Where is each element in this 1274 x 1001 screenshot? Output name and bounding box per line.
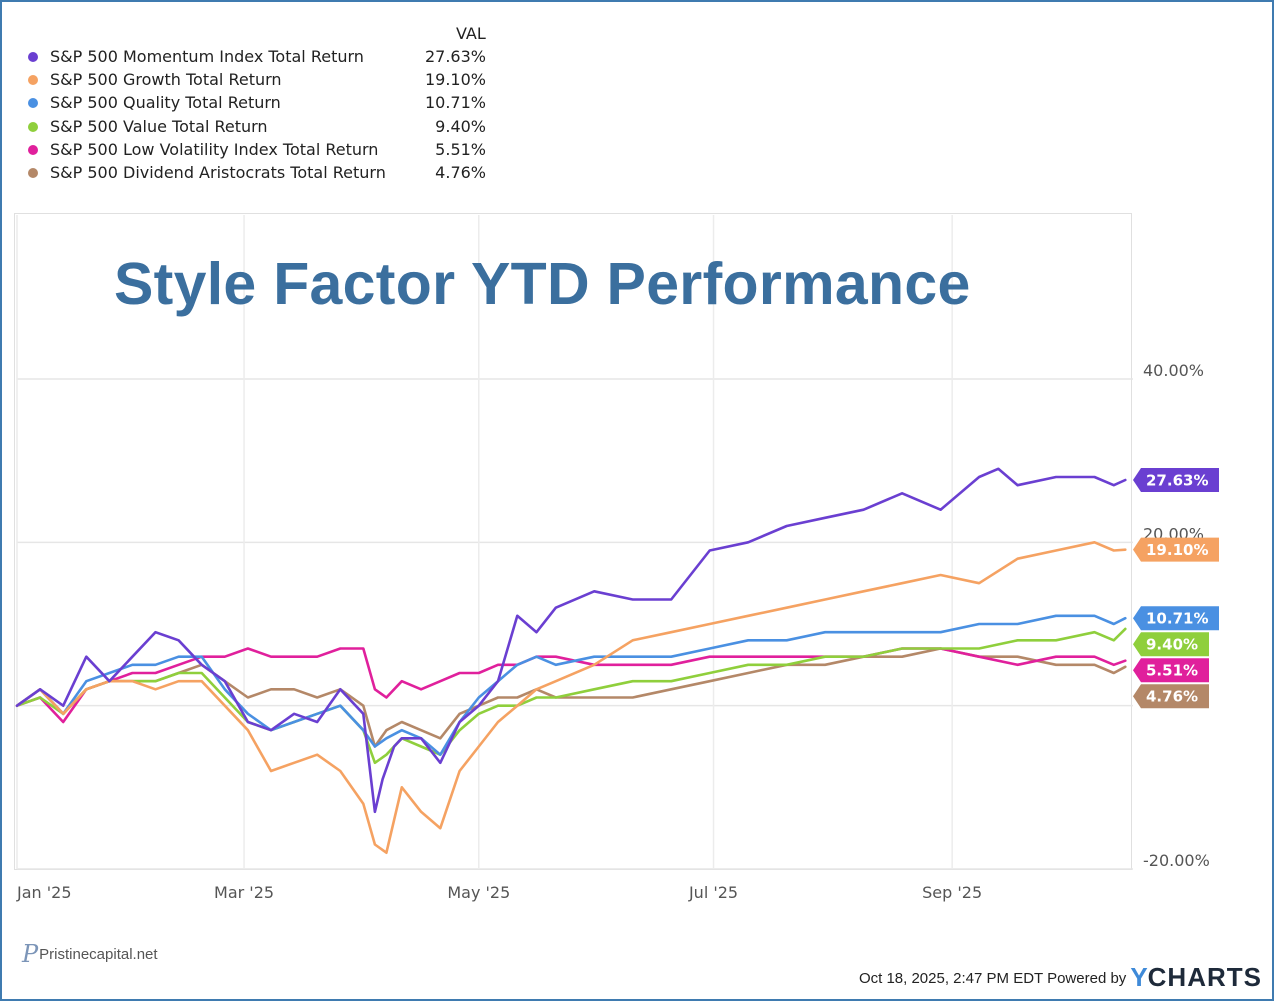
ycharts-logo-text: CHARTS (1147, 962, 1262, 992)
x-tick-label: Sep '25 (922, 883, 982, 902)
legend-dot-icon (28, 144, 38, 155)
legend-item: S&P 500 Quality Total Return 10.71% (28, 93, 498, 116)
end-value-tag (1133, 632, 1209, 657)
legend-series-value: 9.40% (435, 116, 486, 136)
legend-header: VAL (456, 24, 486, 43)
legend-series-name: S&P 500 Dividend Aristocrats Total Retur… (50, 163, 386, 182)
end-value-tag (1133, 606, 1219, 631)
logo-text: Pristinecapital.net (39, 946, 158, 963)
end-value-tag (1133, 684, 1209, 709)
legend-item: S&P 500 Value Total Return 9.40% (28, 117, 498, 140)
end-value-label: 5.51% (1146, 662, 1198, 680)
x-tick-label: May '25 (447, 883, 510, 902)
legend-dot-icon (28, 75, 38, 86)
legend-dot-icon (28, 52, 38, 62)
end-value-tag (1133, 658, 1209, 683)
legend-series-name: S&P 500 Growth Total Return (50, 70, 282, 90)
legend-series-value: 5.51% (435, 139, 486, 159)
series-line (15, 467, 1127, 814)
series-line (15, 614, 1127, 757)
legend-series-value: 4.76% (435, 163, 486, 182)
legend-series-name: S&P 500 Momentum Index Total Return (50, 47, 364, 66)
legend-dot-icon (28, 121, 38, 132)
pristine-capital-logo: PPristinecapital.net (22, 940, 158, 968)
legend-series-name: S&P 500 Quality Total Return (50, 93, 281, 113)
legend-dot-icon (28, 98, 38, 109)
end-value-label: 19.10% (1146, 541, 1208, 559)
legend-item: S&P 500 Growth Total Return 19.10% (28, 70, 498, 93)
footer-credit: Oct 18, 2025, 2:47 PM EDT Powered by YCHA… (859, 962, 1262, 993)
legend-item: S&P 500 Low Volatility Index Total Retur… (28, 140, 498, 163)
legend-dot-icon (28, 168, 38, 178)
series-line (15, 540, 1127, 855)
y-tick-label: -20.00% (1143, 851, 1210, 870)
legend-series-value: 19.10% (424, 70, 486, 90)
pristine-p-icon: P (22, 940, 39, 968)
legend-series-value: 10.71% (424, 93, 486, 113)
series-line (15, 647, 1127, 724)
y-tick-label: 40.00% (1143, 361, 1204, 380)
legend-series-name: S&P 500 Low Volatility Index Total Retur… (50, 139, 379, 159)
end-value-label: 10.71% (1146, 610, 1208, 628)
end-value-tag (1133, 537, 1219, 562)
end-value-label: 27.63% (1146, 472, 1208, 490)
ycharts-logo-y: Y (1130, 962, 1148, 992)
series-line (15, 627, 1127, 765)
legend-item: S&P 500 Momentum Index Total Return 27.63… (28, 47, 498, 70)
chart-title: Style Factor YTD Performance (114, 251, 971, 317)
legend-series-value: 27.63% (424, 47, 486, 66)
x-tick-label: Jul '25 (688, 883, 738, 902)
x-tick-label: Jan '25 (16, 883, 72, 902)
end-value-tag (1133, 468, 1219, 493)
end-value-label: 4.76% (1146, 688, 1198, 706)
end-value-label: 9.40% (1146, 636, 1198, 654)
x-tick-label: Mar '25 (214, 883, 274, 902)
footer-timestamp: Oct 18, 2025, 2:47 PM EDT Powered by (858, 970, 1127, 987)
legend-series-name: S&P 500 Value Total Return (50, 116, 268, 136)
legend-item: S&P 500 Dividend Aristocrats Total Retur… (28, 163, 498, 186)
